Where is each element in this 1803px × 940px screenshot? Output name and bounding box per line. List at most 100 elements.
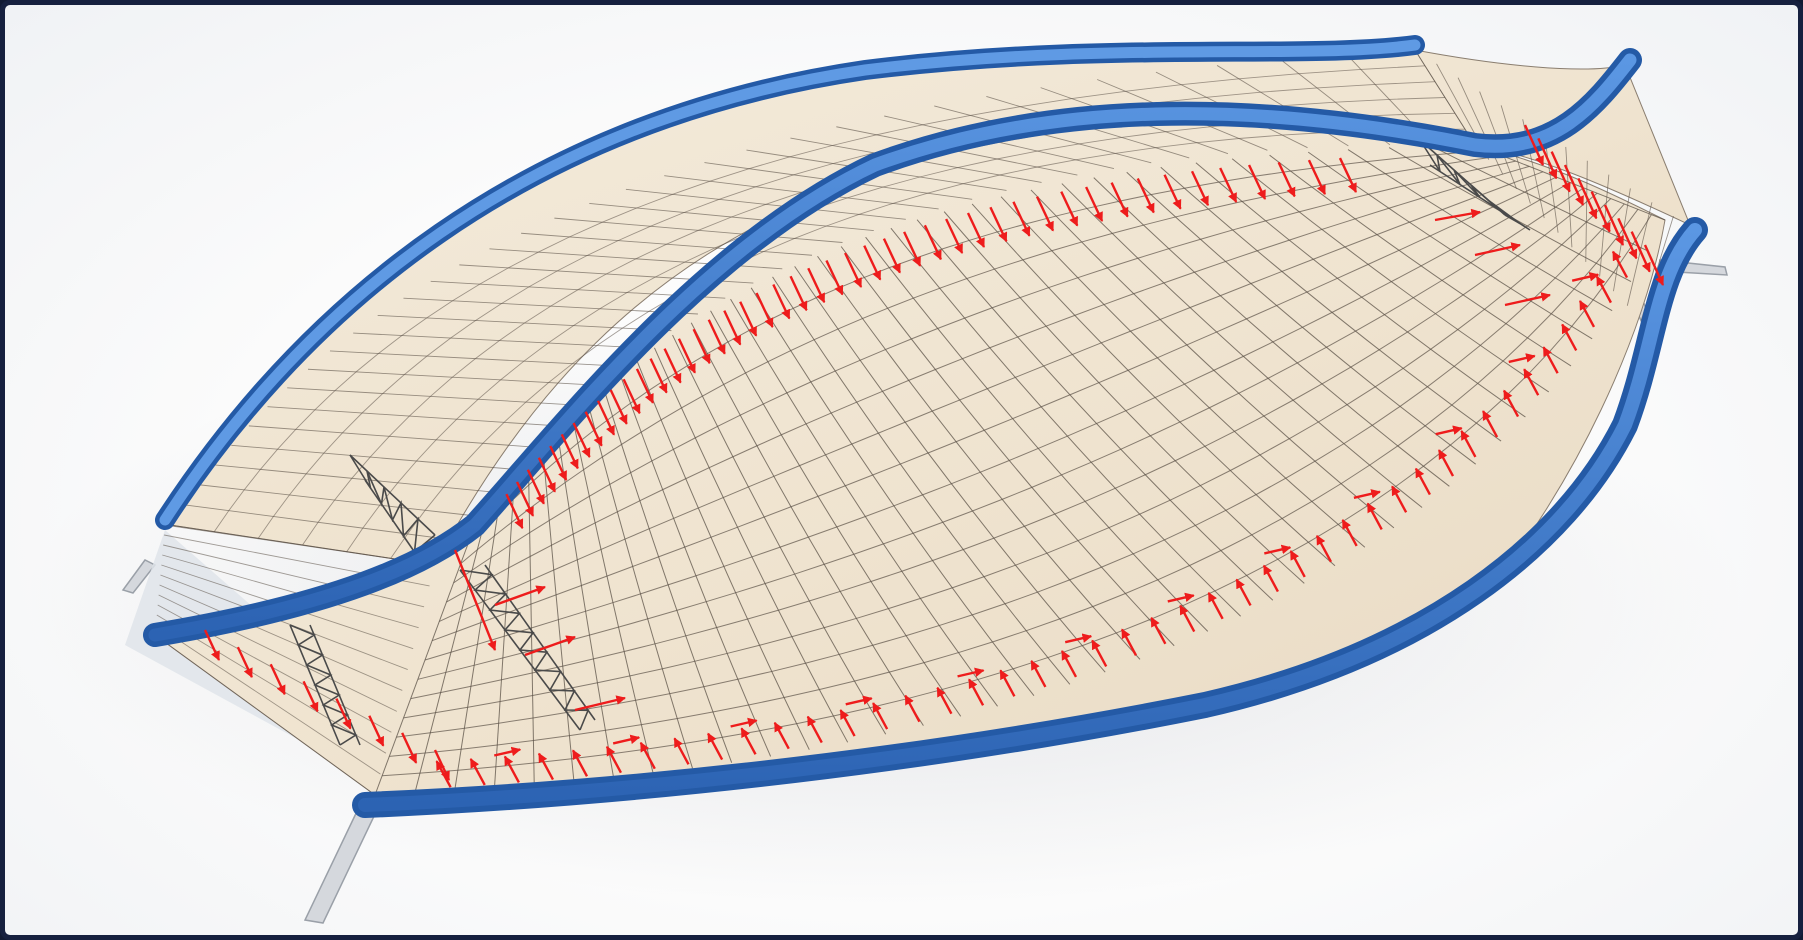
force-arrow: [1643, 244, 1665, 286]
force-arrow: [524, 635, 576, 657]
grid-line-transverse: [1269, 154, 1572, 367]
roof-structure-diagram: [25, 35, 1745, 924]
force-arrow: [845, 695, 873, 706]
force-arrow: [936, 686, 953, 715]
grid-line-back-longitudinal: [213, 65, 1426, 532]
grid-line-end-left: [160, 574, 408, 670]
force-arrow: [1435, 425, 1463, 436]
force-arrow: [903, 231, 922, 267]
grid-line-end-left: [164, 524, 436, 566]
force-arrow: [863, 245, 882, 281]
force-arrow: [1391, 485, 1408, 513]
grid-line-transverse: [493, 476, 516, 789]
force-arrow: [945, 218, 964, 254]
force-arrow: [1207, 591, 1224, 620]
force-arrow: [1523, 124, 1545, 166]
force-arrow: [1571, 271, 1600, 282]
grid-line-transverse: [1061, 183, 1423, 508]
force-arrow: [673, 737, 690, 765]
force-arrow: [368, 715, 385, 747]
force-arrow: [1474, 242, 1521, 257]
force-arrow: [537, 752, 555, 781]
force-arrow: [1437, 449, 1455, 477]
grid-line-end-left: [158, 594, 398, 712]
force-arrow: [1603, 204, 1625, 246]
force-arrow: [1060, 191, 1079, 227]
grid-line-transverse: [890, 227, 1241, 617]
support-leg-left: [121, 559, 157, 594]
truss-members: [289, 139, 1531, 746]
force-arrow: [957, 667, 985, 678]
force-arrow: [1120, 628, 1138, 656]
grid-line-end-left: [159, 584, 403, 691]
grid-line-end-left: [154, 634, 376, 796]
grid-line-end: [1626, 202, 1653, 306]
force-arrow: [872, 702, 889, 730]
force-arrow-large: [453, 549, 497, 651]
force-arrow: [1060, 650, 1078, 678]
force-arrow: [807, 267, 826, 304]
force-arrow: [537, 457, 557, 493]
grid-line-transverse: [840, 246, 1175, 647]
force-arrow: [236, 646, 253, 679]
force-arrow: [493, 746, 522, 757]
grid-line-transverse: [1231, 158, 1550, 393]
grid-line-transverse: [971, 203, 1336, 567]
force-arrow: [1561, 323, 1578, 352]
force-arrow: [1247, 164, 1267, 200]
grid-line-transverse: [710, 310, 962, 717]
force-arrow: [1277, 161, 1296, 198]
grid-line-longitudinal: [431, 176, 1557, 642]
force-arrow: [740, 727, 757, 755]
grid-line-longitudinal: [453, 160, 1516, 584]
force-arrow: [966, 212, 986, 248]
force-arrow: [1219, 167, 1238, 203]
force-arrow: [560, 433, 579, 470]
grid-line-end-left: [155, 624, 381, 775]
grid-line-transverse: [571, 416, 654, 774]
grid-line-transverse: [672, 334, 887, 735]
grid-line-transverse: [750, 287, 1035, 697]
grid-line-transverse: [1093, 177, 1450, 487]
force-arrow: [1190, 170, 1210, 207]
force-arrow: [755, 292, 774, 328]
grid-line-transverse: [1307, 151, 1593, 340]
grid-line-transverse: [1347, 149, 1613, 312]
grid-line-transverse: [654, 347, 849, 743]
force-arrow: [1563, 164, 1585, 206]
force-arrow: [1366, 502, 1383, 531]
grid-line-end-left: [163, 544, 425, 608]
force-arrow: [596, 400, 616, 436]
force-arrow: [692, 328, 711, 365]
force-arrow: [730, 717, 758, 728]
force-arrow: [677, 338, 697, 374]
truss-right-chord: [1429, 164, 1531, 231]
force-arrow: [605, 745, 622, 774]
force-arrow: [1508, 353, 1536, 364]
force-arrow: [772, 284, 791, 320]
force-arrow: [1289, 550, 1306, 578]
force-arrow: [1630, 231, 1651, 273]
grid-line-transverse: [730, 298, 998, 707]
grid-line-transverse: [1195, 162, 1526, 418]
grid-line-transverse: [603, 387, 733, 763]
grid-line-transverse: [1126, 171, 1477, 465]
grid-line-transverse: [587, 401, 693, 769]
force-arrow: [1315, 534, 1333, 563]
force-arrow: [773, 721, 790, 750]
grid-line-longitudinal: [403, 198, 1612, 719]
force-arrow: [1550, 151, 1571, 193]
force-arrow: [574, 695, 626, 712]
force-arrow: [269, 663, 286, 696]
force-arrow: [515, 481, 535, 517]
grid-line-longitudinal: [460, 155, 1503, 564]
truss-left-lower-chord: [459, 569, 581, 731]
force-arrow: [968, 678, 985, 706]
force-arrow: [1542, 346, 1559, 374]
force-arrow: [612, 734, 641, 745]
force-arrow: [1537, 137, 1558, 180]
force-arrow: [1460, 430, 1477, 458]
force-arrow: [649, 358, 668, 394]
beam-front-rim-face: [358, 223, 1702, 812]
